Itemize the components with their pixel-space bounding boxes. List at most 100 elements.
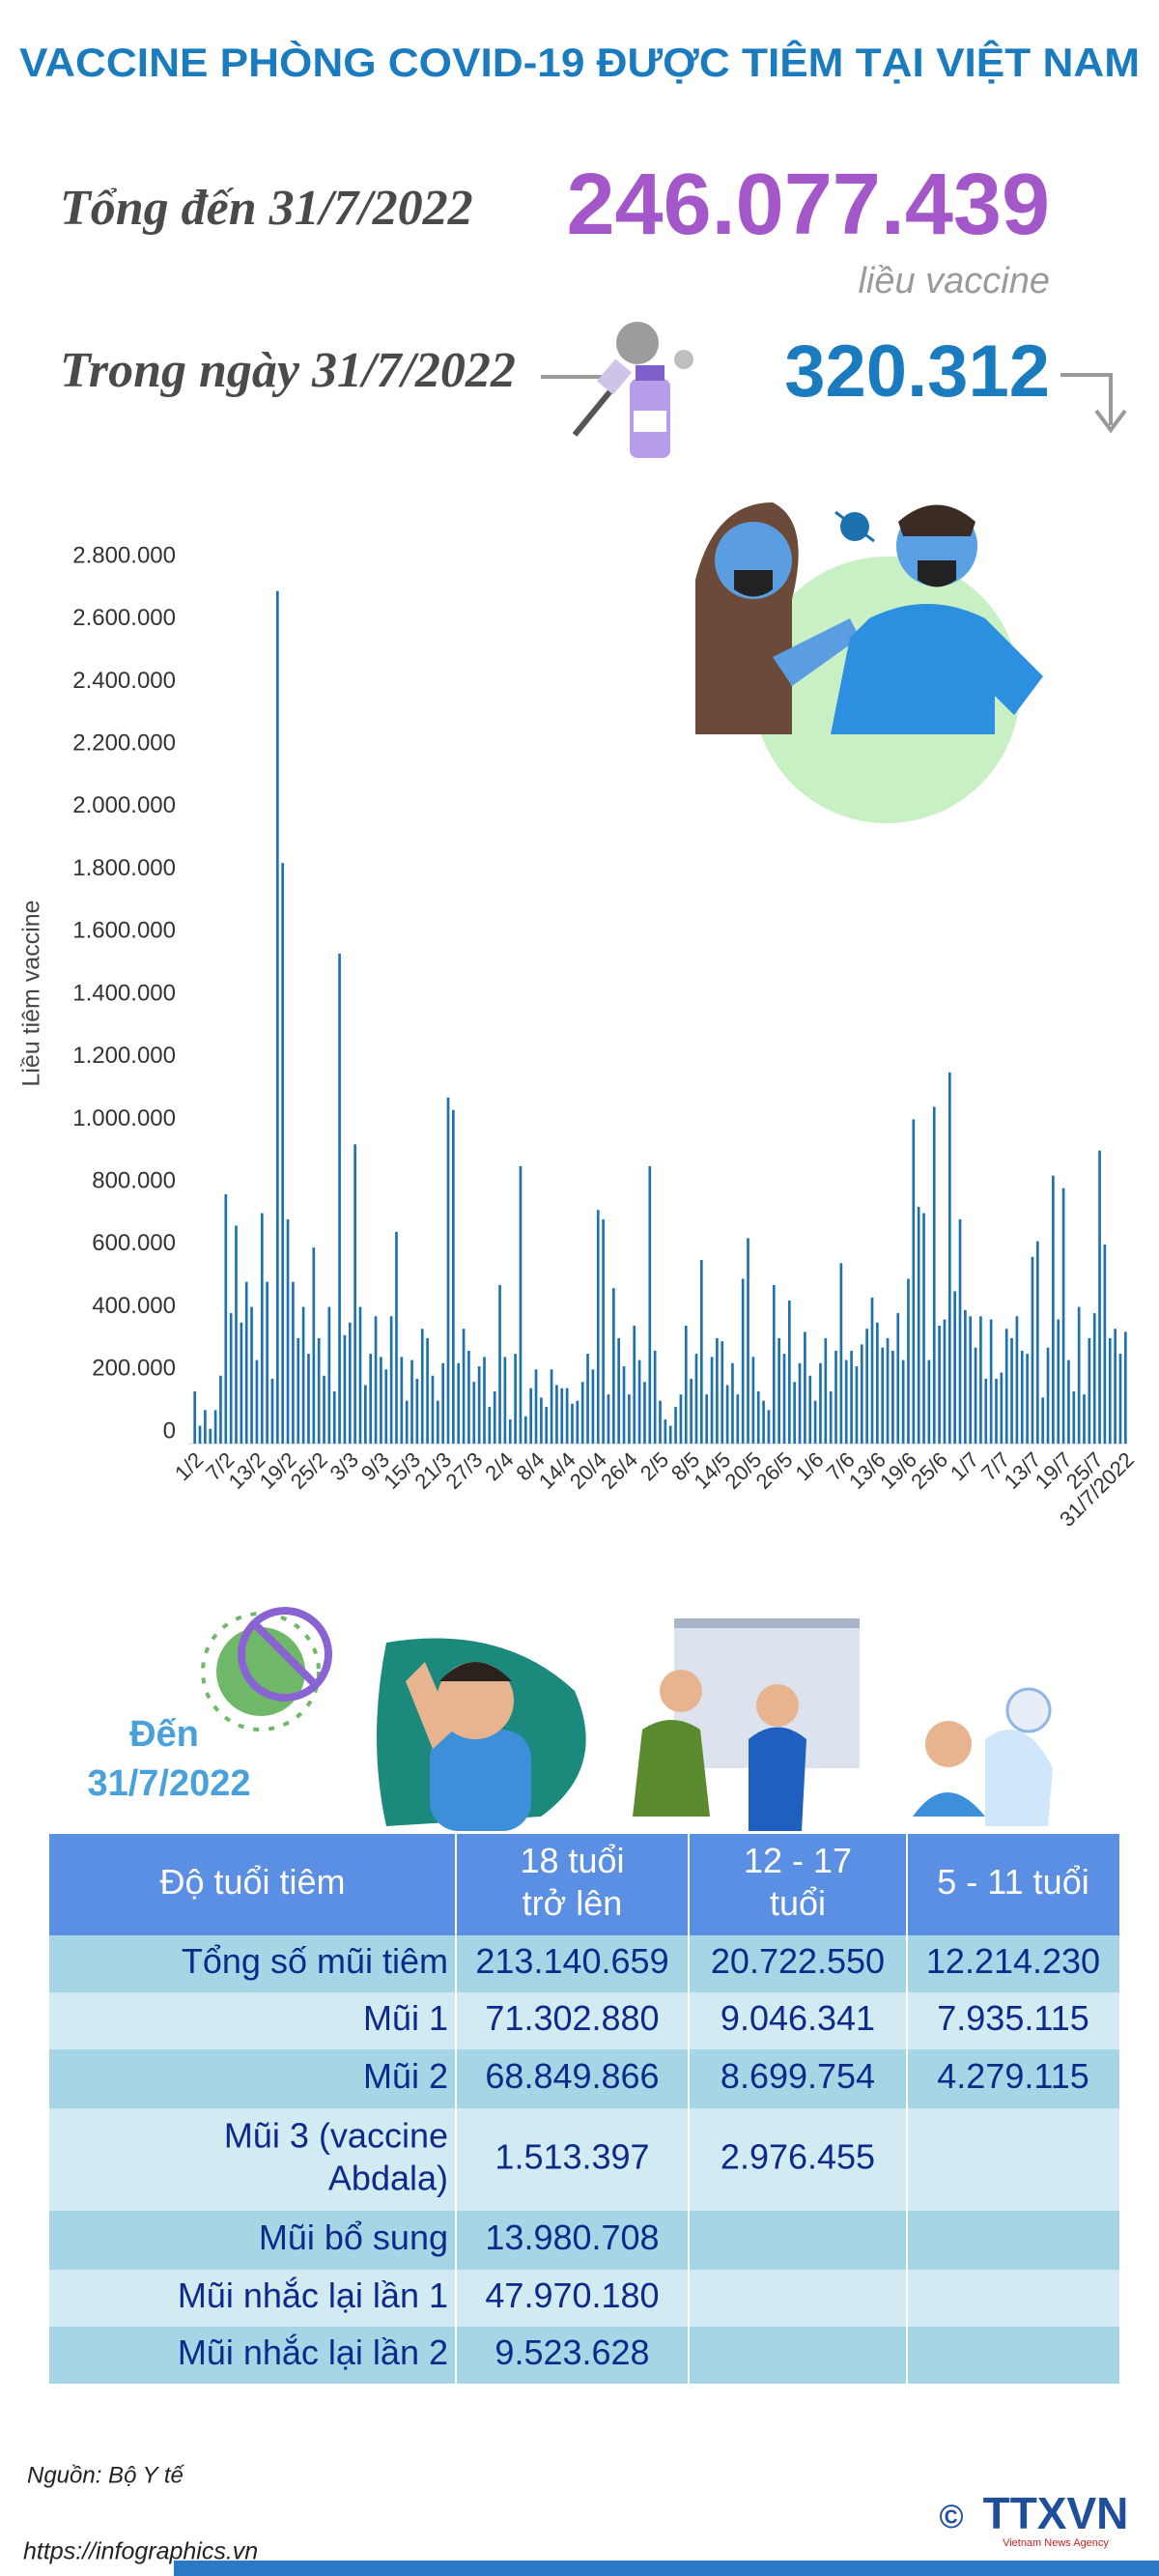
day-value: 320.312 [784,330,1050,413]
bar [275,590,279,1444]
table-cell-text: Abdala) [328,2159,448,2198]
table-cell-text: 20.722.550 [711,1941,885,1981]
bar [317,1337,321,1444]
bar [503,1357,507,1444]
table-cell-text: 13.980.708 [485,2218,659,2257]
y-tick-label: 2.600.000 [72,605,176,631]
bar [1052,1175,1055,1444]
bar [1077,1306,1081,1444]
table-cell-text: 5 - 11 tuổi [937,1862,1088,1902]
bar [301,1306,305,1444]
bar [721,1341,724,1444]
url[interactable]: https://infographics.vn [23,2538,258,2565]
bar [731,1362,734,1444]
bar [364,1385,367,1444]
bar [767,1410,771,1444]
bar [839,1263,843,1444]
logo-subtitle: Vietnam News Agency [1003,2537,1109,2549]
bar [798,1362,802,1444]
total-label: Tổng đến 31/7/2022 [60,181,473,236]
bar [829,1390,833,1444]
bar [819,1362,822,1444]
y-tick-label: 400.000 [92,1293,176,1319]
bar [643,1382,646,1444]
bar [266,1281,269,1444]
bar [358,1306,362,1444]
bar [270,1378,274,1444]
bar [1041,1397,1045,1444]
vaccination-window-illustration [633,1618,860,1831]
y-tick-label: 2.800.000 [72,542,176,568]
bar [679,1394,683,1444]
bar [756,1390,760,1444]
bar [1088,1337,1091,1444]
bar [633,1325,636,1444]
bar [788,1301,791,1444]
copyright: © [939,2499,963,2535]
bar [850,1350,853,1444]
bar [405,1400,409,1444]
table-cell-text: 213.140.659 [475,1941,668,1981]
trend-arrow-icon [1060,373,1127,434]
table-cell-text: 12.214.230 [926,1941,1100,1981]
bar [834,1350,837,1444]
bar [493,1390,496,1444]
bar [1035,1241,1039,1444]
y-tick-label: 200.000 [92,1356,176,1382]
bar [684,1325,688,1444]
source: Nguồn: Bộ Y tế [27,2462,185,2488]
bar [741,1278,745,1444]
bar [483,1357,486,1444]
footer-bar [174,2561,1159,2576]
table-row-bg [49,2049,1119,2108]
vaccination-illustration [695,502,1043,823]
date-label-line: Đến [129,1714,199,1755]
bar [611,1288,615,1444]
bar [571,1403,574,1444]
table-cell-text: 47.970.180 [485,2275,659,2315]
bar [565,1388,569,1444]
bar [1083,1394,1086,1444]
date-label-line: 31/7/2022 [87,1763,250,1804]
bar [255,1360,259,1444]
bar [699,1260,703,1444]
x-tick-label: 27/3 [440,1447,487,1494]
bar [514,1354,517,1444]
bar [540,1397,543,1444]
bar [881,1347,885,1444]
bar [922,1213,925,1444]
bar [855,1366,859,1444]
table-cell-text: 4.279.115 [937,2056,1088,2096]
table-cell-text: Mũi 1 [363,1998,448,2038]
table-cell-text: Độ tuổi tiêm [159,1862,345,1902]
bar [534,1369,538,1444]
bar [312,1247,316,1444]
bar [1103,1244,1107,1444]
bar [555,1385,558,1444]
bar [891,1350,894,1444]
table-row-bg [49,2327,1119,2384]
bar [1000,1372,1004,1444]
bar [446,1097,450,1444]
bar [529,1388,532,1444]
bar [917,1207,920,1444]
bar [332,1390,336,1444]
bar [984,1378,988,1444]
bar [1057,1319,1060,1444]
bar [932,1106,936,1444]
bar [1061,1188,1065,1444]
table-cell-text: 1.513.397 [495,2137,649,2177]
bar [912,1119,916,1444]
bar [607,1394,610,1444]
bar [705,1394,709,1444]
bar [653,1350,657,1444]
bar [674,1407,677,1444]
bar [793,1382,797,1444]
bar [808,1375,812,1444]
bar [338,953,341,1444]
bar [462,1329,466,1444]
table-cell-text: Mũi bổ sung [259,2218,448,2257]
